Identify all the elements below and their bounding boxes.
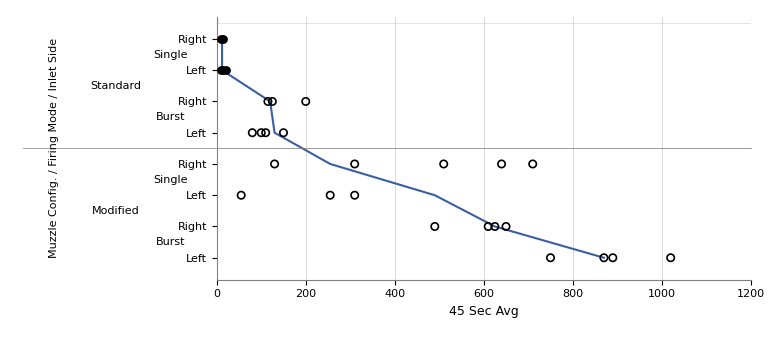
Point — [266, 99, 279, 104]
Text: Single: Single — [153, 175, 187, 184]
Point — [217, 68, 230, 73]
Point — [215, 68, 228, 73]
Point — [437, 161, 450, 167]
X-axis label: 45 Sec Avg: 45 Sec Avg — [449, 305, 519, 318]
Text: Muzzle Config. / Firing Mode / Inlet Side: Muzzle Config. / Firing Mode / Inlet Sid… — [50, 38, 59, 258]
Text: Burst: Burst — [156, 112, 185, 122]
Point — [262, 99, 274, 104]
Point — [246, 130, 259, 135]
Text: Burst: Burst — [156, 237, 185, 247]
Point — [495, 161, 508, 167]
Point — [664, 255, 676, 261]
Point — [216, 36, 228, 42]
Point — [488, 224, 501, 229]
Point — [348, 192, 361, 198]
Text: Single: Single — [153, 49, 187, 60]
Point — [544, 255, 557, 261]
Point — [500, 224, 512, 229]
Point — [235, 192, 248, 198]
Point — [259, 130, 272, 135]
Point — [300, 99, 312, 104]
Point — [607, 255, 619, 261]
Point — [255, 130, 268, 135]
Text: Modified: Modified — [92, 206, 140, 216]
Point — [429, 224, 441, 229]
Point — [324, 192, 337, 198]
Point — [220, 68, 232, 73]
Point — [526, 161, 539, 167]
Point — [348, 161, 361, 167]
Point — [482, 224, 495, 229]
Text: Standard: Standard — [91, 81, 142, 91]
Point — [598, 255, 610, 261]
Point — [277, 130, 289, 135]
Point — [215, 36, 228, 42]
Point — [269, 161, 281, 167]
